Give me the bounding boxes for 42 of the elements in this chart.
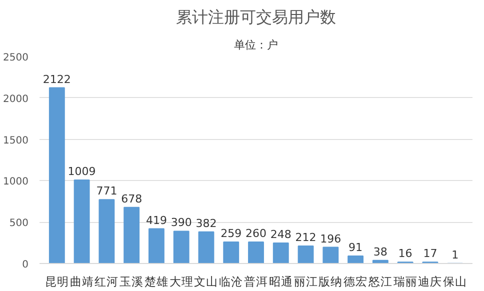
x-tick-label: 迪庆 bbox=[418, 274, 442, 288]
x-tick-label: 普洱 bbox=[244, 274, 268, 288]
x-tick-label: 昭通 bbox=[268, 274, 293, 288]
data-label: 259 bbox=[220, 227, 242, 240]
y-tick-label: 500 bbox=[9, 218, 29, 230]
data-label: 382 bbox=[196, 216, 217, 230]
x-tick-label: 德宏 bbox=[344, 274, 368, 288]
data-label: 17 bbox=[423, 247, 438, 260]
data-label: 390 bbox=[170, 216, 192, 230]
chart-subtitle: 单位：户 bbox=[234, 38, 278, 52]
data-label: 2122 bbox=[42, 72, 71, 86]
x-tick-label: 临沧 bbox=[219, 274, 244, 288]
x-tick-label: 昆明 bbox=[44, 274, 69, 288]
y-tick-label: 2500 bbox=[3, 52, 29, 64]
x-tick-label: 怒江 bbox=[367, 274, 392, 288]
data-label: 771 bbox=[96, 184, 118, 198]
x-tick-label: 红河 bbox=[94, 274, 119, 288]
x-tick-label: 瑞丽 bbox=[393, 274, 418, 288]
data-label: 419 bbox=[146, 214, 167, 227]
data-label: 1009 bbox=[68, 164, 96, 178]
x-tick-label: 曲靖 bbox=[70, 274, 94, 288]
y-tick-label: 1500 bbox=[3, 135, 29, 146]
x-tick-label: 玉溪 bbox=[120, 274, 144, 288]
data-label: 678 bbox=[121, 192, 142, 206]
data-label: 1 bbox=[452, 248, 459, 262]
x-tick-label: 文山 bbox=[194, 274, 218, 288]
y-tick-label: 1000 bbox=[3, 176, 29, 188]
x-tick-label: 丽江 bbox=[294, 274, 318, 288]
data-label: 38 bbox=[373, 245, 388, 258]
x-tick-label: 楚雄 bbox=[144, 274, 168, 288]
data-label: 91 bbox=[348, 240, 363, 254]
data-label: 16 bbox=[398, 247, 412, 260]
data-label: 260 bbox=[246, 226, 266, 240]
x-tick-label: 大理 bbox=[169, 274, 194, 288]
data-label: 196 bbox=[320, 232, 342, 246]
x-tick-label: 版纳 bbox=[318, 274, 343, 288]
y-tick-label: 2000 bbox=[3, 94, 29, 105]
chart-title: 累计注册可交易用户数 bbox=[176, 8, 336, 26]
data-label: 212 bbox=[295, 230, 316, 244]
data-label: 248 bbox=[270, 228, 292, 241]
y-tick-label: 0 bbox=[22, 260, 29, 270]
x-tick-label: 保山 bbox=[443, 274, 468, 288]
